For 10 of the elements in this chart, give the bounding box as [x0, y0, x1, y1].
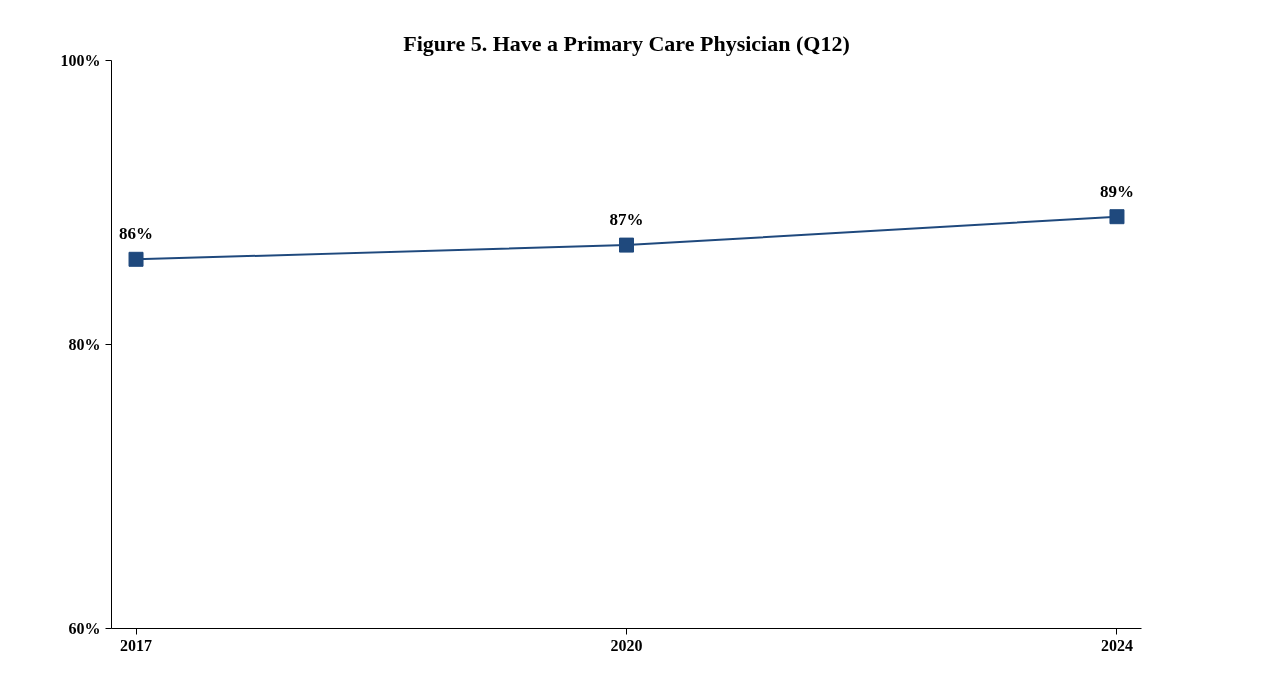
x-tick-label: 2020	[610, 636, 643, 654]
chart-title: Figure 5. Have a Primary Care Physician (Q12)	[403, 30, 850, 56]
data-label: 89%	[1099, 181, 1134, 201]
y-tick-label: 80%	[68, 336, 101, 353]
y-tick-label: 100%	[60, 52, 101, 69]
data-label: 87%	[609, 210, 644, 230]
data-label: 86%	[119, 224, 154, 244]
x-tick-label: 2017	[120, 636, 153, 654]
x-tick-label: 2024	[1100, 636, 1133, 654]
y-tick-label: 60%	[68, 620, 101, 637]
